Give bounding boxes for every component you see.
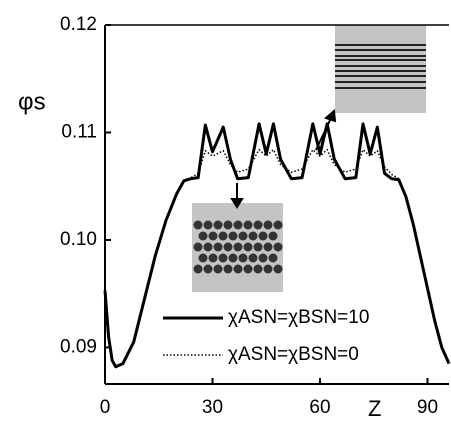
x-tick-label: 0: [100, 397, 111, 418]
inset-cylinder: [213, 242, 223, 252]
x-tick-label: 90: [417, 397, 438, 418]
inset-cylinder: [258, 253, 268, 263]
inset-cylinder: [208, 231, 218, 241]
inset-cylinder: [213, 220, 223, 230]
inset-cylinder: [248, 231, 258, 241]
inset-cylinder: [238, 231, 248, 241]
inset-cylinder: [273, 264, 283, 274]
inset-cylinder: [223, 264, 233, 274]
inset-cylinder: [228, 231, 238, 241]
inset-cylinder: [193, 242, 203, 252]
arrow-head: [230, 198, 244, 209]
inset-cylinder: [243, 220, 253, 230]
x-tick-label: 30: [202, 397, 223, 418]
inset-cylinder: [268, 253, 278, 263]
inset-background: [335, 25, 426, 113]
inset-cylinder: [273, 242, 283, 252]
inset-cylinder: [203, 242, 213, 252]
inset-cylinder: [243, 264, 253, 274]
inset-cylinder: [193, 264, 203, 274]
x-tick-label: 60: [309, 397, 330, 418]
inset-cylinder: [253, 264, 263, 274]
inset-pattern: [193, 220, 283, 274]
inset-cylinder: [258, 231, 268, 241]
inset-cylinder: [203, 220, 213, 230]
inset-cylinder: [233, 264, 243, 274]
inset-cylinder: [268, 231, 278, 241]
inset-cylinder: [263, 242, 273, 252]
inset-cylinder: [228, 253, 238, 263]
inset-cylinder: [233, 242, 243, 252]
y-tick-label: 0.12: [60, 14, 97, 35]
inset-pattern: [335, 44, 426, 89]
inset-cylinder: [198, 231, 208, 241]
inset-cylinder: [243, 242, 253, 252]
arrows: [230, 108, 337, 209]
inset-cylinder: [253, 242, 263, 252]
y-tick-label: 0.10: [60, 229, 97, 250]
series-line: [104, 148, 450, 368]
inset-cylinder: [198, 253, 208, 263]
inset-cylinder: [248, 253, 258, 263]
inset-cylinder: [218, 253, 228, 263]
arrow-head: [324, 108, 337, 123]
inset-cylinder: [233, 220, 243, 230]
x-axis-label: Z: [368, 396, 381, 421]
inset-cylinder: [223, 242, 233, 252]
inset-cylinder: [223, 220, 233, 230]
legend-label: χASN=χBSN=0: [228, 344, 359, 365]
inset-cylinders: [192, 203, 283, 292]
inset-cylinder: [238, 253, 248, 263]
y-tick-label: 0.09: [60, 336, 97, 357]
inset-cylinder: [193, 220, 203, 230]
inset-cylinder: [218, 231, 228, 241]
inset-cylinder: [208, 253, 218, 263]
inset-cylinder: [273, 220, 283, 230]
inset-lamellae: [335, 25, 426, 113]
inset-cylinder: [263, 220, 273, 230]
legend-label: χASN=χBSN=10: [228, 307, 369, 328]
y-axis-label: φs: [18, 88, 46, 115]
inset-cylinder: [203, 264, 213, 274]
y-tick-label: 0.11: [61, 122, 97, 143]
inset-cylinder: [253, 220, 263, 230]
inset-cylinder: [213, 264, 223, 274]
inset-cylinder: [263, 264, 273, 274]
